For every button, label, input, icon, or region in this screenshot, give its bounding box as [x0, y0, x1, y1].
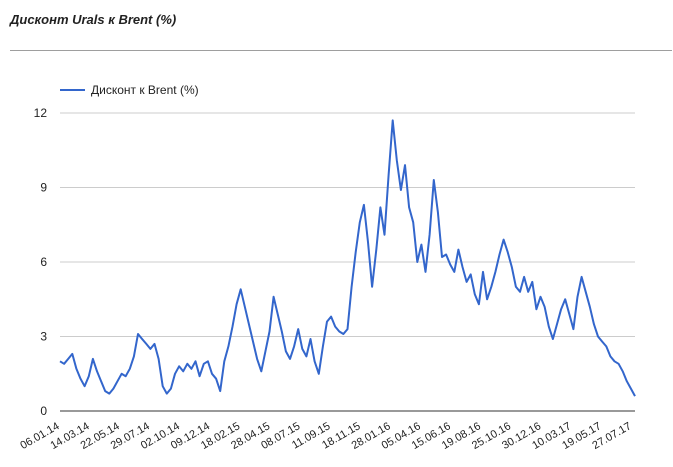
x-axis: 06.01.1414.03.1422.05.1429.07.1402.10.14… — [18, 420, 633, 452]
y-tick-label: 9 — [40, 181, 47, 195]
legend-label: Дисконт к Brent (%) — [91, 83, 199, 97]
series-layer — [59, 119, 636, 397]
y-tick-label: 0 — [40, 404, 47, 418]
title-divider — [10, 50, 672, 51]
gridlines — [60, 112, 635, 412]
legend[interactable]: Дисконт к Brent (%) — [60, 83, 199, 97]
y-tick-label: 12 — [34, 106, 48, 120]
chart-card-title: Дисконт Urals к Brent (%) — [10, 12, 177, 27]
series-line — [59, 119, 636, 397]
y-axis: 0 3 6 9 12 — [34, 106, 48, 418]
y-tick-label: 6 — [40, 255, 47, 269]
y-tick-label: 3 — [40, 330, 47, 344]
